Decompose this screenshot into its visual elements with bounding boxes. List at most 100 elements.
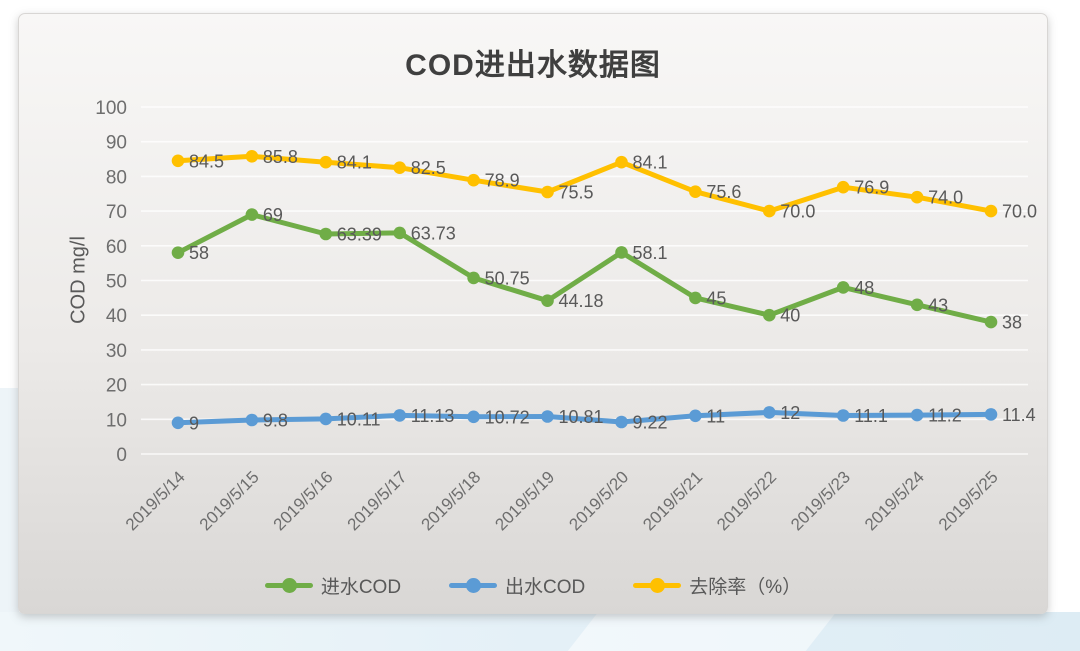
x-tick-label: 2019/5/22	[713, 467, 780, 534]
chart-legend: 进水COD 出水COD 去除率（%）	[19, 572, 1047, 599]
data-label: 11.2	[928, 406, 962, 426]
data-label: 75.6	[706, 182, 741, 202]
data-label: 63.73	[411, 223, 456, 243]
legend-item: 去除率（%）	[633, 572, 801, 599]
y-tick-label: 90	[106, 133, 127, 154]
data-point	[393, 226, 407, 240]
x-tick-label: 2019/5/16	[270, 467, 337, 534]
data-point	[615, 246, 628, 259]
data-point	[910, 408, 924, 422]
data-point	[467, 410, 480, 424]
data-point	[319, 155, 333, 169]
data-label: 48	[854, 278, 874, 298]
y-tick-label: 30	[106, 341, 127, 362]
data-point	[689, 291, 702, 305]
data-point	[245, 150, 259, 163]
x-tick-label: 2019/5/25	[935, 467, 1002, 534]
data-label: 63.39	[337, 225, 382, 245]
data-label: 10.81	[559, 407, 604, 427]
data-point	[393, 409, 407, 422]
legend-item: 出水COD	[449, 572, 585, 599]
data-label: 58.1	[633, 243, 668, 263]
data-point	[171, 416, 185, 430]
data-point	[171, 246, 185, 259]
data-label: 44.18	[559, 291, 604, 311]
y-tick-label: 60	[106, 237, 127, 258]
data-label: 69	[263, 205, 283, 225]
data-label: 84.1	[337, 153, 372, 173]
x-tick-label: 2019/5/23	[787, 467, 854, 534]
data-point	[245, 413, 259, 427]
legend-marker-icon	[264, 578, 313, 593]
data-label: 11	[706, 406, 725, 426]
data-point	[763, 406, 776, 419]
x-tick-label: 2019/5/21	[639, 467, 706, 534]
data-label: 84.1	[633, 153, 668, 173]
data-label: 11.13	[411, 406, 455, 426]
data-label: 11.4	[1002, 405, 1036, 425]
data-point	[615, 415, 628, 429]
data-point	[393, 161, 407, 174]
y-tick-label: 100	[95, 98, 127, 119]
series-line	[175, 153, 994, 214]
series-line	[175, 212, 994, 325]
data-point	[910, 298, 924, 312]
data-point	[910, 190, 924, 204]
data-point	[467, 271, 480, 285]
y-tick-label: 20	[106, 376, 127, 397]
x-tick-label: 2019/5/19	[491, 467, 558, 534]
legend-label: 去除率（%）	[689, 577, 802, 598]
data-point	[984, 315, 998, 329]
data-point	[984, 204, 998, 218]
data-label: 75.5	[559, 183, 594, 203]
chart-svg: 0 10 20 30 40 50 60 70 80 90 100 2019/5/14 2019/5/15…	[95, 98, 1037, 534]
data-label: 38	[1002, 313, 1022, 333]
legend-label: 出水COD	[505, 577, 586, 598]
data-point	[171, 154, 185, 168]
legend-label: 进水COD	[320, 577, 402, 598]
data-label: 74.0	[928, 188, 963, 208]
data-point	[615, 155, 628, 169]
decor-left-strip	[0, 388, 19, 651]
x-tick-label: 2019/5/18	[418, 467, 485, 534]
data-label: 85.8	[263, 147, 298, 167]
data-point	[836, 409, 850, 422]
y-tick-label: 0	[116, 445, 127, 466]
chart-card: 0 10 20 30 40 50 60 70 80 90 100 2019/5/14 2019/5/15…	[18, 13, 1048, 614]
data-point	[541, 294, 554, 308]
x-tick-label: 2019/5/24	[861, 467, 928, 534]
data-point	[763, 308, 776, 322]
chart-title: COD进出水数据图	[405, 49, 661, 82]
data-label: 10.72	[485, 407, 530, 427]
decor-bottom-wave	[0, 612, 1080, 651]
data-point	[467, 173, 480, 187]
x-tick-label: 2019/5/15	[196, 467, 263, 534]
decor-bottom-wave-highlight	[567, 612, 837, 651]
data-label: 50.75	[485, 268, 530, 288]
data-label: 12	[780, 403, 800, 423]
legend-marker-icon	[633, 578, 682, 593]
data-point	[319, 412, 333, 426]
data-point	[836, 281, 850, 294]
y-axis-title: COD mg/l	[67, 236, 90, 324]
data-point	[689, 409, 702, 423]
data-label: 10.11	[337, 409, 381, 429]
data-point	[319, 227, 333, 241]
data-label: 11.1	[854, 406, 888, 426]
series-line	[175, 409, 994, 426]
data-label: 45	[706, 288, 726, 308]
legend-item: 进水COD	[264, 572, 402, 599]
data-label: 84.5	[189, 151, 224, 171]
data-label: 70.0	[780, 202, 815, 222]
legend-marker-icon	[449, 578, 498, 593]
data-point	[245, 208, 259, 221]
data-point	[763, 204, 776, 218]
data-label: 43	[928, 295, 948, 315]
x-tick-label: 2019/5/17	[344, 467, 411, 534]
data-label: 58	[189, 243, 209, 263]
data-point	[984, 408, 998, 421]
data-label: 82.5	[411, 158, 446, 178]
data-label: 9.8	[263, 411, 288, 431]
x-tick-label: 2019/5/20	[565, 467, 632, 534]
data-point	[541, 410, 554, 423]
